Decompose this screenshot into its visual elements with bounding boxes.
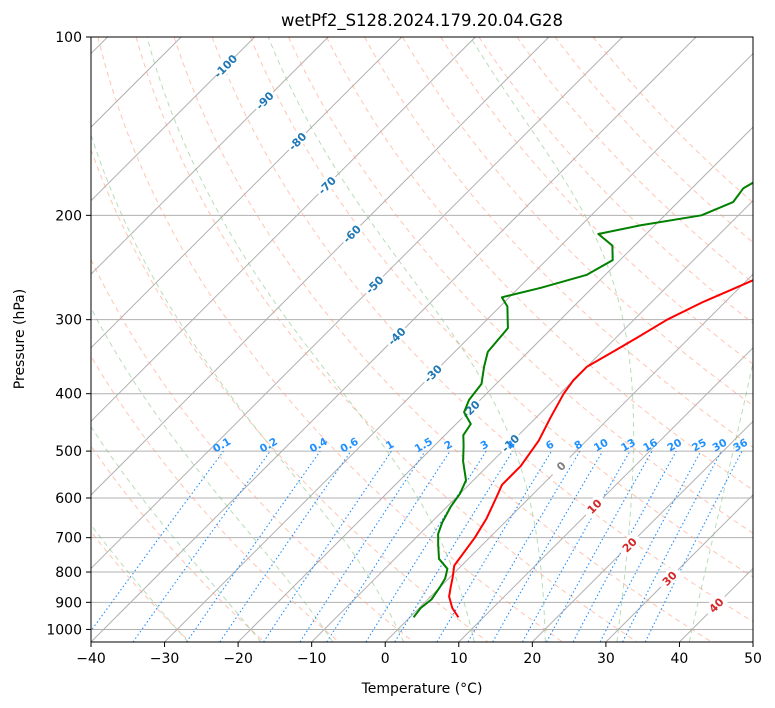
- dry-adiabat: [364, 37, 753, 449]
- isotherm-label-bg: [702, 591, 729, 618]
- x-axis-ticks: −40 −30 −20 −10 0 10 20 30 40 50: [76, 642, 762, 667]
- mixing-ratio-line: [546, 450, 653, 642]
- x-tick-label: 20: [523, 651, 541, 667]
- mixing-ratio-line: [572, 450, 677, 642]
- y-tick-label: 100: [55, 30, 82, 46]
- plot-frame: [90, 36, 754, 643]
- dry-adiabats: [91, 37, 753, 642]
- isotherm-label-bg: [338, 220, 365, 247]
- y-tick-label: 900: [55, 595, 82, 611]
- isotherm-label-bg: [656, 564, 683, 592]
- isotherm-gridline: [91, 37, 623, 570]
- moist-adiabat: [91, 133, 405, 642]
- moist-adiabat: [91, 307, 334, 642]
- x-tick-label: 50: [744, 651, 762, 667]
- isotherm-label-bg: [580, 492, 608, 520]
- mixing-ratio-line: [394, 450, 514, 642]
- x-tick-label: −40: [76, 651, 106, 667]
- moist-adiabat: [91, 524, 189, 642]
- temperature-line: [448, 279, 753, 618]
- x-tick-label: 0: [381, 651, 390, 667]
- isotherm-gridline: [384, 273, 753, 642]
- mixing-ratio-line: [132, 450, 271, 642]
- chart-title: wetPf2_S128.2024.179.20.04.G28: [281, 11, 563, 31]
- mixing-ratio-line: [263, 450, 392, 642]
- isotherm-gridline: [91, 37, 256, 202]
- dry-adiabat: [516, 37, 753, 284]
- dry-adiabat: [173, 37, 713, 642]
- dry-adiabat: [91, 258, 414, 642]
- y-axis-label: Pressure (hPa): [12, 289, 28, 389]
- dewpoint-line: [412, 181, 753, 618]
- mixing-ratio-line: [186, 450, 321, 642]
- isotherm-label-bg: [615, 531, 643, 558]
- mixing-ratio-line: [91, 450, 224, 632]
- mixing-ratio-line: [299, 450, 426, 642]
- isotherm-gridline: [91, 37, 329, 275]
- isotherm-gridline: [91, 37, 550, 496]
- isotherm-label-bg: [212, 52, 239, 79]
- mixing-ratio-line: [644, 450, 743, 642]
- dry-adiabat: [478, 37, 753, 324]
- isotherm-gridline: [91, 37, 476, 423]
- isotherm-label-bg: [313, 171, 340, 199]
- x-axis-label: Temperature (°C): [361, 681, 483, 697]
- moist-adiabat: [91, 425, 262, 642]
- y-tick-label: 400: [55, 387, 82, 403]
- x-tick-label: −30: [150, 651, 180, 667]
- profile-series: [412, 181, 753, 618]
- mixing-ratio-line: [326, 450, 451, 642]
- isotherm-gridline: [311, 199, 753, 642]
- isotherm-label-bg: [284, 127, 311, 155]
- dry-adiabat: [211, 37, 753, 623]
- mixing-ratio-line: [522, 450, 631, 642]
- x-tick-label: 10: [450, 651, 468, 667]
- mixing-ratio-line: [219, 450, 352, 642]
- y-tick-label: 500: [55, 444, 82, 460]
- isotherm-label-bg: [547, 452, 574, 479]
- y-tick-label: 300: [55, 313, 82, 329]
- y-tick-label: 800: [55, 565, 82, 581]
- y-axis-ticks: 100 200 300 400 500 600 700 800 900 1000: [46, 30, 91, 638]
- isotherm-label-bg: [457, 395, 484, 423]
- x-tick-label: 30: [597, 651, 615, 667]
- plot-area: [91, 37, 753, 642]
- isotherm-label-bg: [251, 87, 278, 114]
- isotherm-gridline: [605, 494, 753, 642]
- isotherm-gridline: [164, 52, 753, 642]
- grid-layer: [91, 37, 753, 642]
- isotherm-label-bg: [361, 271, 388, 298]
- dry-adiabat: [91, 445, 265, 642]
- isotherm-gridline: [237, 126, 753, 642]
- mixing-ratio-lines: [91, 450, 743, 642]
- y-tick-label: 1000: [46, 622, 82, 638]
- x-tick-label: −20: [223, 651, 253, 667]
- x-tick-label: −10: [297, 651, 327, 667]
- dry-adiabat: [91, 530, 191, 642]
- y-tick-label: 700: [55, 531, 82, 547]
- isotherm-gridline: [458, 347, 753, 642]
- dry-adiabat: [592, 37, 753, 204]
- dry-adiabat: [97, 37, 563, 642]
- isotherm-label-bg: [419, 360, 446, 387]
- dry-adiabat: [440, 37, 753, 365]
- moist-adiabat: [267, 37, 546, 642]
- y-tick-label: 200: [55, 208, 82, 224]
- dry-adiabat: [402, 37, 753, 407]
- y-tick-label: 600: [55, 491, 82, 507]
- moist-adiabat: [146, 37, 475, 642]
- isotherm-label-bg: [383, 322, 410, 349]
- dry-adiabat: [135, 37, 638, 642]
- isotherm-label-bg: [496, 429, 524, 457]
- x-tick-label: 40: [671, 651, 689, 667]
